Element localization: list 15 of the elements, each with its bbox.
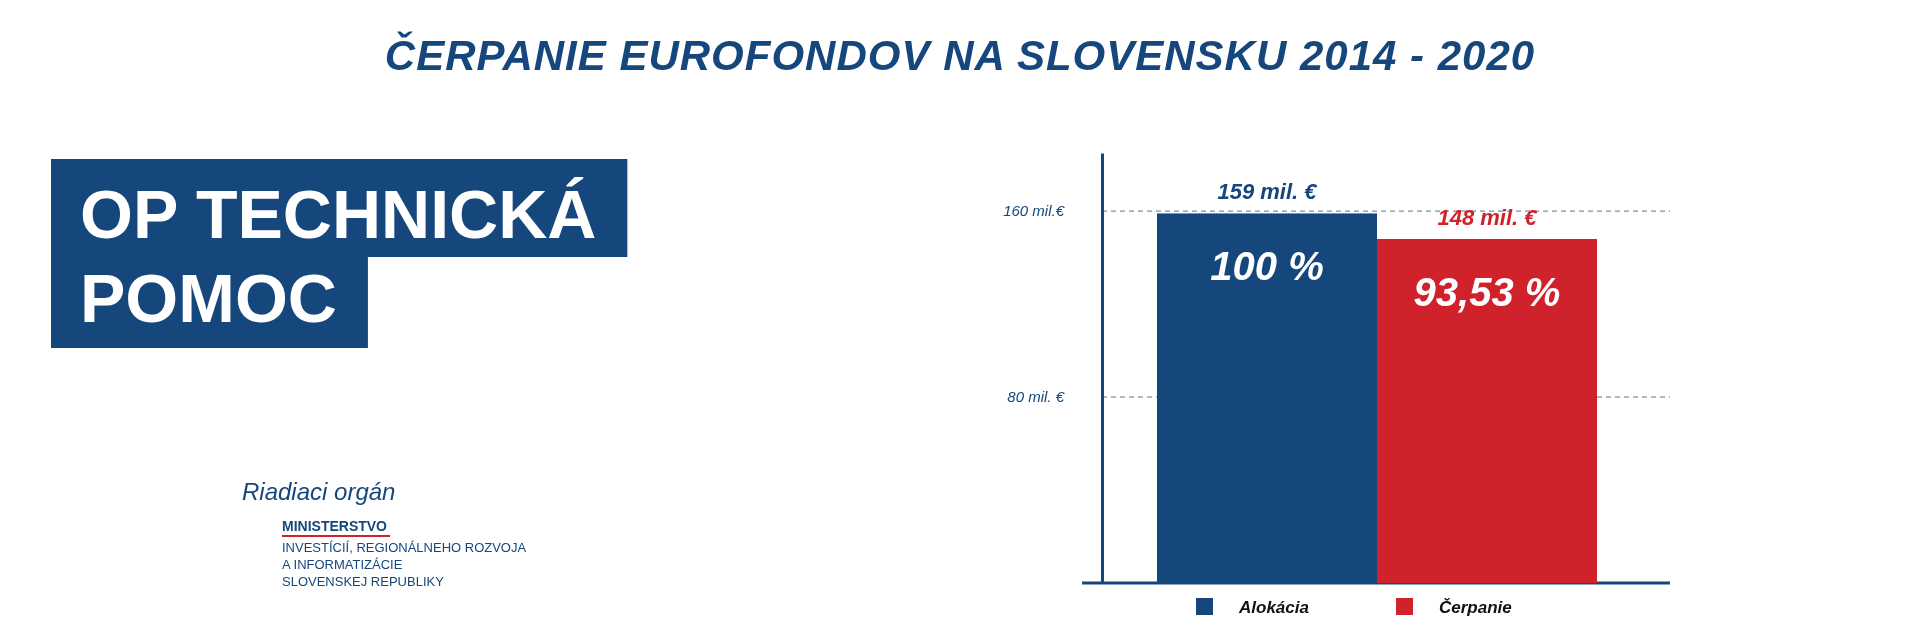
text: SLOVENSKEJ REPUBLIKY: [282, 574, 445, 589]
text: Riadiaci orgán: [242, 478, 396, 505]
text: OP TECHNICKÁ POMOC: [80, 176, 597, 336]
chart-title: ČERPANIE EUROFONDOV NA SLOVENSKU 2014 - 2020: [384, 31, 1536, 79]
legend-label: Čerpanie: [1439, 598, 1512, 617]
text: A INFORMATIZÁCIE: [282, 557, 403, 572]
annotation: 93,53 %: [1413, 270, 1561, 314]
annotation: 100 %: [1210, 244, 1324, 289]
text: MINISTERSTVO: [282, 518, 388, 534]
y-tick-label: 160 mil.€: [1003, 202, 1065, 220]
text: INVESTÍCIÍ, REGIONÁLNEHO ROZVOJA: [282, 540, 527, 555]
y-tick-label: 80 mil. €: [1007, 388, 1065, 406]
data-label: 159 mil. €: [1217, 179, 1319, 205]
legend-label: Alokácia: [1238, 598, 1309, 617]
data-label: 148 mil. €: [1437, 205, 1539, 230]
